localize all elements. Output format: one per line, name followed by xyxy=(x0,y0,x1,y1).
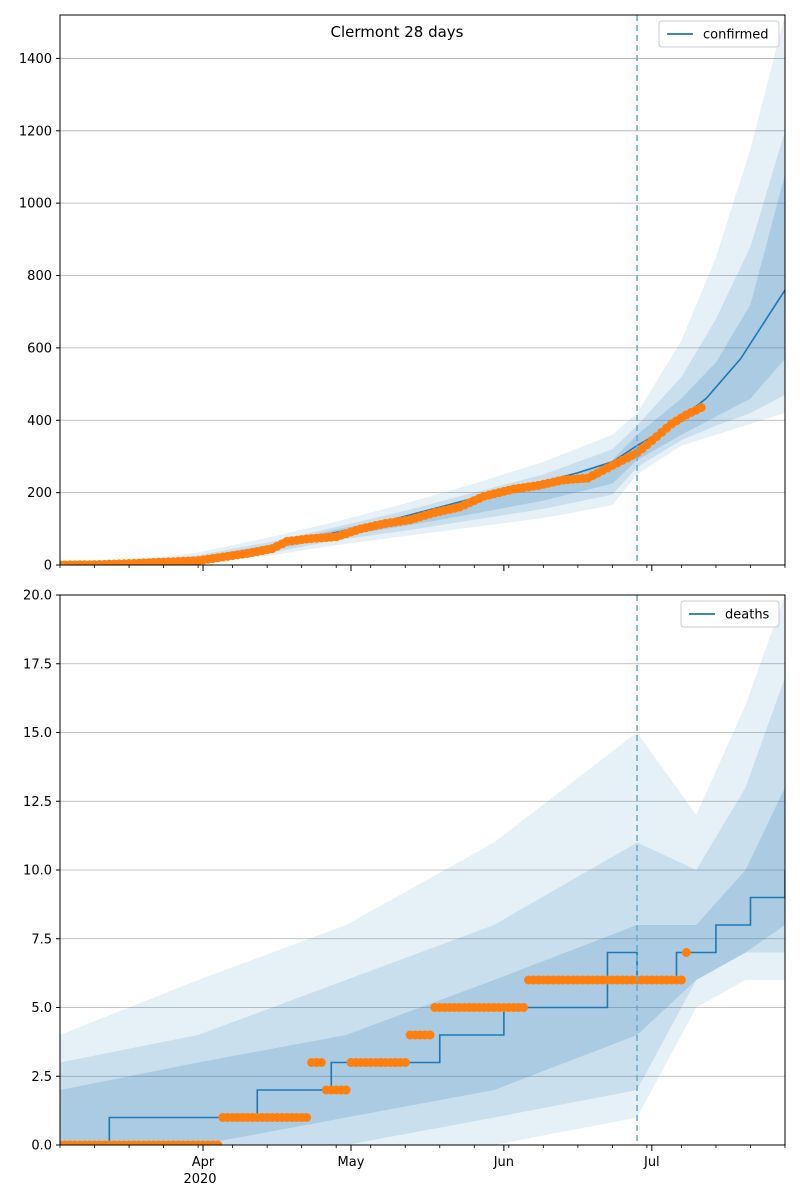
legend: deaths xyxy=(680,600,780,628)
y-tick-label: 800 xyxy=(27,269,52,284)
legend: confirmed xyxy=(658,20,780,48)
legend-label: confirmed xyxy=(703,28,769,43)
uncertainty-band xyxy=(60,677,785,1145)
y-tick-label: 400 xyxy=(27,414,52,429)
y-tick-label: 15.0 xyxy=(23,726,52,741)
data-point xyxy=(213,1140,223,1145)
x-tick-label: Jul xyxy=(643,1155,660,1170)
y-tick-label: 1200 xyxy=(19,124,52,139)
y-tick-label: 12.5 xyxy=(23,795,52,810)
y-tick-label: 0.0 xyxy=(31,1139,52,1154)
y-tick-label: 5.0 xyxy=(31,1001,52,1016)
chart-title: Clermont 28 days xyxy=(331,23,464,41)
y-tick-label: 1000 xyxy=(19,197,52,212)
data-point xyxy=(681,948,691,957)
data-point xyxy=(519,1003,529,1012)
data-point xyxy=(302,1113,312,1122)
uncertainty-band xyxy=(60,130,785,565)
deaths-panel: 0.0 2.5 5.0 7.5 10.0 12.5 15.0 17.5 20.0 Apr May Ju… xyxy=(23,589,786,1170)
x-tick-label: Apr xyxy=(192,1155,215,1170)
y-tick-label: 0 xyxy=(44,559,52,574)
year-label: 2020 xyxy=(183,1172,216,1187)
uncertainty-band xyxy=(60,787,785,1145)
legend-label: deaths xyxy=(725,608,770,623)
data-point xyxy=(696,403,706,413)
data-point xyxy=(676,975,686,985)
y-tick-label: 7.5 xyxy=(31,932,52,947)
y-tick-label: 2.5 xyxy=(31,1070,52,1085)
x-tick-label: Jun xyxy=(493,1155,514,1170)
data-point xyxy=(341,1085,351,1095)
x-tick-label: May xyxy=(338,1155,365,1170)
data-point xyxy=(400,1058,410,1067)
y-tick-label: 20.0 xyxy=(23,589,52,604)
y-tick-label: 600 xyxy=(27,341,52,356)
data-point xyxy=(316,1058,326,1067)
uncertainty-band xyxy=(60,15,785,565)
confirmed-panel: 0 200 400 600 800 1000 1200 1400 confirmed xyxy=(19,14,786,574)
data-point xyxy=(425,1030,435,1040)
y-tick-label: 1400 xyxy=(19,52,52,67)
y-tick-label: 17.5 xyxy=(23,657,52,672)
legend-box xyxy=(680,600,780,628)
y-tick-label: 200 xyxy=(27,486,52,501)
y-tick-label: 10.0 xyxy=(23,864,52,879)
plot-frame xyxy=(59,14,786,566)
legend-box xyxy=(658,20,780,48)
